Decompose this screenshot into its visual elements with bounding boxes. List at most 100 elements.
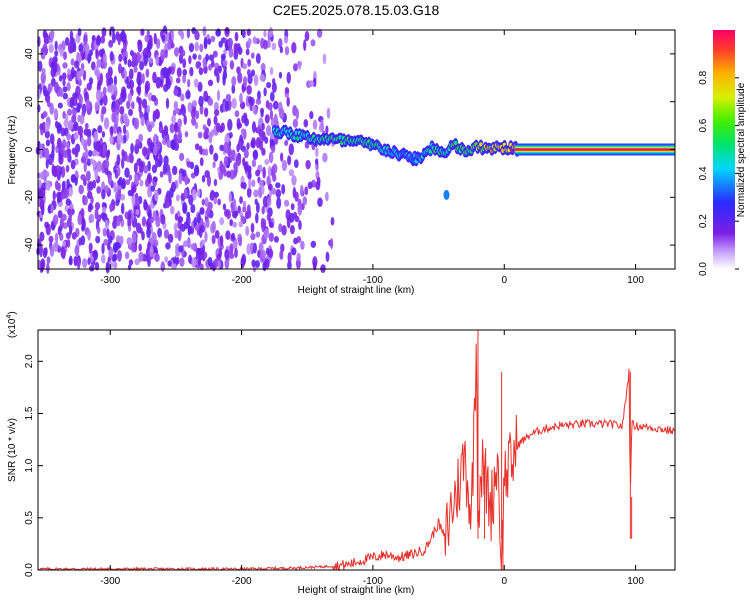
noise-mark — [88, 202, 93, 210]
noise-mark — [59, 48, 64, 57]
noise-mark — [127, 209, 132, 221]
noise-mark — [134, 173, 139, 186]
noise-mark — [127, 224, 132, 232]
noise-mark — [203, 107, 209, 118]
noise-mark — [46, 100, 51, 108]
noise-mark — [281, 224, 287, 236]
noise-mark — [117, 179, 122, 187]
x-tick-label: -100 — [363, 275, 383, 286]
noise-mark — [206, 207, 210, 216]
noise-mark — [264, 258, 270, 269]
noise-mark — [260, 185, 265, 195]
noise-mark — [86, 136, 92, 147]
noise-mark — [65, 141, 70, 150]
noise-mark — [229, 169, 235, 180]
noise-mark — [116, 154, 121, 166]
noise-mark — [128, 152, 132, 163]
noise-mark — [212, 264, 216, 272]
noise-mark — [70, 159, 76, 170]
noise-mark — [105, 150, 110, 161]
noise-mark — [263, 228, 270, 239]
noise-mark — [93, 65, 99, 77]
noise-mark — [101, 131, 106, 138]
noise-mark — [50, 149, 55, 160]
noise-mark — [278, 38, 283, 49]
noise-mark — [198, 145, 203, 155]
noise-mark — [272, 172, 276, 183]
noise-mark — [172, 109, 177, 117]
noise-mark — [115, 199, 120, 207]
noise-mark — [197, 212, 201, 224]
noise-mark — [126, 100, 131, 110]
noise-mark — [164, 49, 168, 59]
noise-mark — [78, 95, 83, 105]
noise-mark — [96, 226, 101, 235]
noise-mark — [261, 218, 267, 228]
noise-mark — [160, 48, 166, 61]
noise-mark — [161, 34, 166, 42]
noise-mark — [174, 213, 178, 221]
noise-mark — [198, 95, 204, 107]
noise-mark — [58, 154, 64, 165]
noise-mark — [263, 30, 267, 38]
noise-mark — [52, 242, 59, 252]
noise-mark — [147, 124, 153, 133]
noise-mark — [122, 43, 127, 53]
noise-mark — [204, 231, 208, 243]
noise-mark — [71, 96, 78, 107]
noise-mark — [234, 247, 238, 258]
noise-mark — [117, 250, 122, 262]
noise-mark — [312, 256, 318, 268]
noise-mark — [164, 256, 168, 263]
noise-mark — [72, 42, 77, 53]
noise-mark — [147, 160, 151, 172]
noise-mark — [206, 174, 211, 187]
noise-mark — [186, 161, 192, 168]
noise-mark — [167, 260, 172, 267]
noise-mark — [256, 90, 261, 100]
noise-mark — [155, 54, 160, 66]
noise-mark — [246, 204, 251, 214]
svg-text:(x104): (x104) — [6, 311, 18, 338]
colorbar-ticks: 0.0 0.2 0.4 0.6 0.8 — [698, 70, 739, 276]
noise-mark — [102, 86, 107, 96]
x-tick-label: 100 — [627, 576, 644, 587]
noise-mark — [242, 200, 247, 208]
noise-mark — [70, 66, 75, 79]
noise-mark — [124, 167, 130, 178]
noise-mark — [177, 229, 182, 241]
noise-mark — [279, 46, 284, 54]
noise-mark — [109, 203, 114, 211]
noise-mark — [108, 39, 114, 48]
noise-mark — [130, 101, 135, 110]
noise-mark — [243, 148, 249, 159]
chart-title: C2E5.2025.078.15.03.G18 — [273, 2, 440, 18]
noise-mark — [214, 229, 220, 239]
noise-mark — [107, 66, 113, 78]
noise-mark — [190, 203, 196, 214]
noise-mark — [100, 35, 106, 44]
noise-mark — [168, 171, 172, 184]
noise-mark — [103, 238, 109, 246]
noise-mark — [316, 28, 323, 38]
noise-mark — [173, 88, 179, 96]
noise-mark — [56, 196, 61, 204]
noise-mark — [121, 177, 126, 188]
noise-mark — [202, 124, 207, 131]
noise-mark — [250, 140, 255, 148]
noise-mark — [141, 146, 148, 157]
noise-mark — [80, 156, 87, 164]
noise-mark — [278, 71, 283, 79]
noise-mark — [83, 195, 88, 206]
noise-mark — [107, 85, 113, 93]
noise-mark — [165, 97, 170, 109]
noise-mark — [199, 207, 205, 215]
noise-mark — [152, 71, 157, 84]
noise-mark — [86, 158, 92, 167]
noise-mark — [304, 186, 309, 196]
noise-mark — [52, 61, 58, 74]
noise-mark — [170, 139, 176, 151]
noise-mark — [101, 206, 107, 214]
